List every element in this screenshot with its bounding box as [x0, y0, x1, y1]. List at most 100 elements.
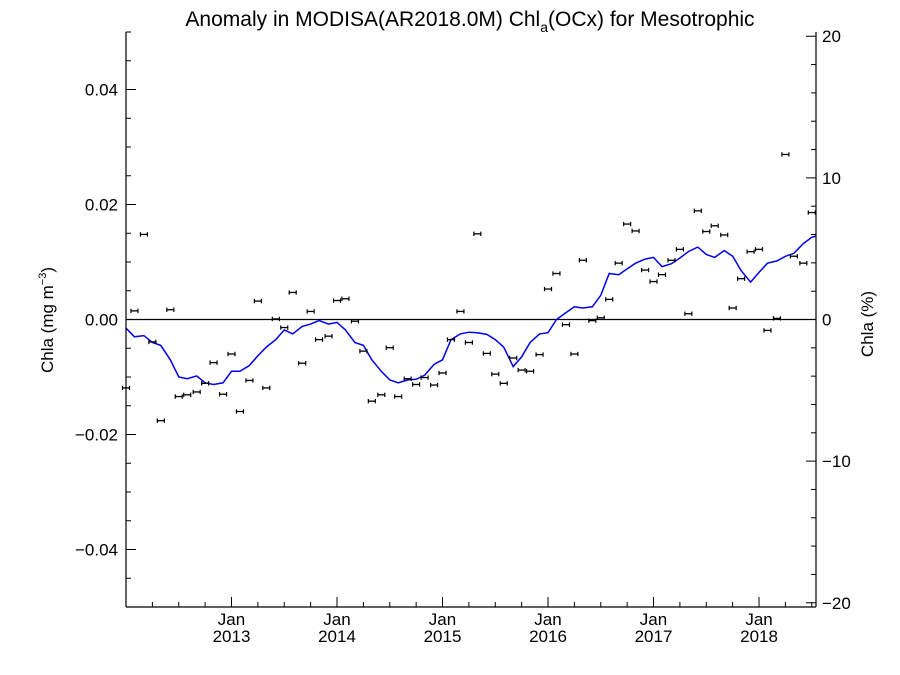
anomaly-point: [473, 231, 482, 237]
anomaly-point: [482, 351, 491, 356]
anomaly-point: [262, 385, 271, 391]
anomaly-point: [464, 340, 473, 345]
anomaly-point: [675, 247, 684, 252]
x-tick-year-label: 2014: [318, 627, 356, 646]
anomaly-point: [491, 371, 500, 377]
x-tick-month-label: Jan: [534, 610, 561, 629]
anomaly-point: [280, 325, 289, 330]
anomaly-point: [614, 260, 623, 266]
anomaly-point: [499, 381, 508, 386]
anomaly-point: [341, 296, 350, 301]
x-tick-month-label: Jan: [323, 610, 350, 629]
anomaly-point: [799, 260, 808, 266]
anomaly-point: [746, 249, 755, 254]
anomaly-point: [702, 229, 711, 234]
anomaly-point: [235, 409, 245, 414]
anomaly-point: [649, 279, 658, 284]
x-tick-year-label: 2017: [635, 627, 673, 646]
y2-tick-label: −10: [822, 452, 851, 471]
x-tick-year-label: 2016: [529, 627, 567, 646]
anomaly-point: [438, 370, 447, 376]
anomaly-point: [754, 247, 764, 252]
anomaly-point: [631, 228, 640, 234]
x-tick-year-label: 2018: [740, 627, 778, 646]
anomaly-point: [130, 308, 139, 314]
anomaly-point: [728, 305, 737, 311]
anomaly-point: [367, 398, 376, 404]
y-axis-label: Chla (mg m−3): [37, 267, 57, 373]
anomaly-point: [781, 152, 790, 157]
anomaly-point: [298, 361, 307, 366]
x-tick-year-label: 2015: [424, 627, 462, 646]
anomaly-point: [667, 258, 676, 263]
anomaly-point: [429, 382, 439, 388]
anomaly-point: [174, 394, 183, 399]
anomaly-point: [245, 378, 254, 383]
anomaly-point: [412, 382, 421, 387]
anomaly-point: [227, 351, 236, 357]
anomaly-point: [763, 328, 772, 333]
plot-layer: [121, 152, 817, 423]
y2-tick-label: 0: [822, 311, 831, 330]
y2-tick-label: 20: [822, 27, 841, 46]
y2-tick-label: 10: [822, 169, 841, 188]
x-tick-month-label: Jan: [218, 610, 245, 629]
anomaly-point: [693, 208, 702, 214]
anomaly-point: [394, 394, 403, 399]
anomaly-point: [570, 351, 579, 357]
anomaly-point: [543, 286, 553, 292]
anomaly-point: [324, 333, 333, 339]
y-tick-label: 0.04: [85, 81, 118, 100]
anomaly-point: [720, 232, 729, 238]
axes-layer: 0.040.020.00−0.02−0.0420100−10−20Jan2013…: [75, 27, 851, 646]
anomaly-point: [789, 254, 798, 259]
y-axis-label-sup: −3: [37, 273, 49, 286]
anomaly-point: [588, 318, 597, 323]
y-tick-label: 0.00: [85, 311, 118, 330]
y2-tick-label: −20: [822, 594, 851, 613]
y2-axis-label: Chla (%): [858, 291, 877, 357]
anomaly-point: [359, 348, 368, 354]
anomaly-point: [350, 319, 360, 324]
y-axis-label-close: ): [38, 267, 57, 273]
anomaly-point: [640, 267, 650, 273]
anomaly-point: [314, 337, 324, 342]
anomaly-point: [525, 369, 535, 374]
anomaly-point: [209, 360, 218, 365]
y-tick-label: −0.04: [75, 541, 118, 560]
anomaly-point: [509, 355, 518, 361]
anomaly-point: [420, 375, 429, 380]
anomaly-point: [807, 210, 816, 215]
anomaly-point: [561, 322, 571, 327]
y-axis-label-main: Chla (mg m: [38, 285, 57, 373]
anomaly-point: [288, 290, 297, 295]
y-tick-label: −0.02: [75, 426, 118, 445]
anomaly-point: [139, 232, 149, 237]
anomaly-point: [605, 297, 614, 302]
anomaly-point: [403, 376, 412, 381]
anomaly-point: [736, 276, 746, 281]
anomaly-point: [218, 392, 228, 397]
anomaly-point: [183, 392, 192, 398]
anomaly-point: [192, 389, 201, 395]
x-tick-month-label: Jan: [640, 610, 667, 629]
anomaly-point: [517, 367, 526, 373]
chart-title-main: Anomaly in MODISA(AR2018.0M) Chl: [185, 8, 540, 31]
anomaly-point: [166, 307, 175, 312]
anomaly-point: [772, 316, 782, 321]
anomaly-point: [271, 316, 280, 322]
anomaly-point: [156, 418, 165, 423]
anomaly-point: [657, 272, 667, 277]
anomaly-point: [596, 315, 605, 320]
anomaly-point: [578, 258, 587, 263]
anomaly-point: [385, 345, 394, 350]
anomaly-point: [456, 309, 465, 314]
anomaly-point: [684, 311, 693, 316]
anomaly-point: [148, 339, 157, 345]
chart-title-tail: (OCx) for Mesotrophic: [548, 8, 755, 31]
x-tick-year-label: 2013: [213, 627, 251, 646]
anomaly-point: [710, 223, 719, 228]
chart-title-subscript: a: [540, 19, 548, 35]
anomaly-point: [306, 309, 315, 314]
